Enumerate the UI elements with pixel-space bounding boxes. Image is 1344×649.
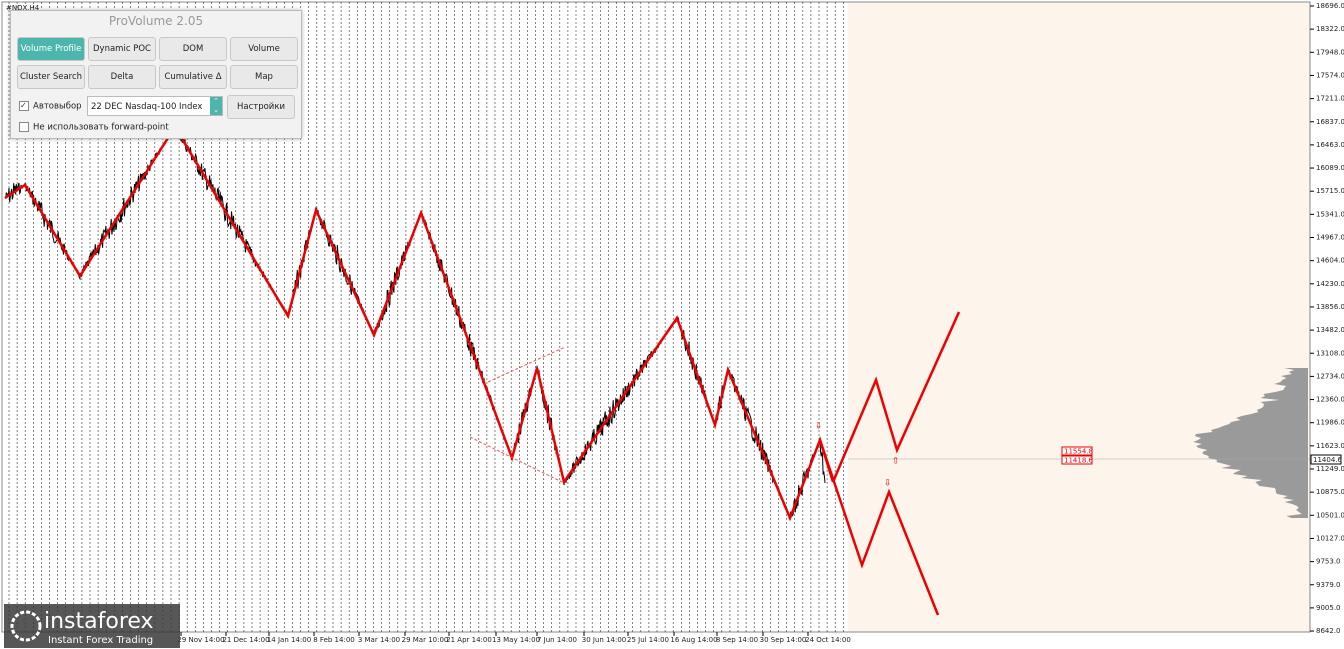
price-label: 14230.0 xyxy=(1316,280,1344,288)
auto-select[interactable]: ✓ Автовыбор xyxy=(19,101,82,112)
price-label: 12360.0 xyxy=(1316,396,1344,404)
mode-button[interactable]: Map xyxy=(230,65,298,89)
provolume-panel: ProVolume 2.05 Volume Profile Dynamic POC… xyxy=(10,10,302,139)
price-label: 14604.0 xyxy=(1316,257,1344,265)
price-label: 13482.0 xyxy=(1316,326,1344,334)
price-label: 9005.0 xyxy=(1316,604,1341,612)
price-label: 14967.0 xyxy=(1316,234,1344,242)
arrow-up: ⇧ xyxy=(892,457,900,467)
time-label: 30 Sep 14:00 xyxy=(760,636,807,644)
time-label: 14 Jan 14:00 xyxy=(267,636,311,644)
mode-button[interactable]: Volume xyxy=(230,37,298,61)
time-label: 21 Apr 14:00 xyxy=(446,636,492,644)
symbol-label: #NDX,H4 xyxy=(6,4,40,12)
watermark-bg xyxy=(4,604,180,648)
volume-profile xyxy=(1193,368,1308,518)
time-label: 25 Jul 14:00 xyxy=(627,636,669,644)
price-label: 18322.0 xyxy=(1316,25,1344,33)
current-price-box xyxy=(1310,454,1342,465)
price-label: 11986.0 xyxy=(1316,419,1344,427)
time-label: 30 Jun 14:00 xyxy=(582,636,626,644)
price-label: 9379.0 xyxy=(1316,581,1341,589)
time-label: 29 Nov 14:00 xyxy=(177,636,224,644)
mode-button[interactable]: Dynamic POC xyxy=(88,37,156,61)
time-label: 16 Aug 14:00 xyxy=(670,636,717,644)
price-label: 8642.0 xyxy=(1316,627,1341,635)
watermark-slogan: Instant Forex Trading xyxy=(48,635,153,646)
time-label: 7 Jun 14:00 xyxy=(537,636,577,644)
price-label: 17948.0 xyxy=(1316,48,1344,56)
time-label: 8 Sep 14:00 xyxy=(716,636,758,644)
price-label: 11623.0 xyxy=(1316,442,1344,450)
current-price: 11404.6 xyxy=(1313,456,1342,464)
price-label: 16837.0 xyxy=(1316,118,1344,126)
price-label: 10501.0 xyxy=(1316,511,1344,519)
mode-button[interactable]: Cumulative Δ xyxy=(159,65,227,89)
price-label: 15715.0 xyxy=(1316,187,1344,195)
mode-button[interactable]: Delta xyxy=(88,65,156,89)
price-label: 18696.0 xyxy=(1316,2,1344,10)
watermark-brand: instaforex xyxy=(44,609,154,634)
projection-down xyxy=(818,439,940,616)
arrow-down: ⇩ xyxy=(884,479,892,489)
instrument-select[interactable]: 22 DEC Nasdaq-100 Index ⌃ ⌄ xyxy=(87,96,223,116)
channel-line xyxy=(469,436,563,483)
time-label: 8 Feb 14:00 xyxy=(313,636,354,644)
level-box xyxy=(1061,455,1093,465)
price-label: 16089.0 xyxy=(1316,164,1344,172)
price-label: 13856.0 xyxy=(1316,303,1344,311)
price-label: 16463.0 xyxy=(1316,141,1344,149)
time-label: 13 May 14:00 xyxy=(492,636,540,644)
arrow-down: ⇩ xyxy=(815,422,823,432)
settings-button[interactable]: Настройки xyxy=(227,95,295,119)
panel-title: ProVolume 2.05 xyxy=(108,14,204,28)
instrument-text: 22 DEC Nasdaq-100 Index xyxy=(91,102,203,112)
price-label: 17574.0 xyxy=(1316,71,1344,79)
level-label: 11418.6 xyxy=(1064,457,1093,465)
price-label: 10127.0 xyxy=(1316,534,1344,542)
plot-frame xyxy=(1,1,1311,633)
price-label: 17211.0 xyxy=(1316,95,1344,103)
price-label: 12734.0 xyxy=(1316,372,1344,380)
price-label: 9753.0 xyxy=(1316,558,1341,566)
time-label: 24 Oct 14:00 xyxy=(805,636,851,644)
level-label: 11554.8 xyxy=(1064,448,1093,456)
forward-point[interactable]: Не использовать forward-point xyxy=(19,122,169,133)
select-arrows: ⌃ ⌄ xyxy=(210,97,222,115)
time-label: 21 Dec 14:00 xyxy=(222,636,269,644)
auto-select-label: Автовыбор xyxy=(33,101,82,112)
price-label: 11249.0 xyxy=(1316,465,1344,473)
mode-button[interactable]: Cluster Search xyxy=(17,65,85,89)
watermark-logo xyxy=(10,610,42,642)
mode-button[interactable]: Volume Profile xyxy=(17,37,85,61)
time-label: 3 Mar 14:00 xyxy=(358,636,400,644)
price-label: 10875.0 xyxy=(1316,488,1344,496)
price-label: 15341.0 xyxy=(1316,210,1344,218)
mode-button[interactable]: DOM xyxy=(159,37,227,61)
projection-up xyxy=(831,311,961,483)
forward-point-label: Не использовать forward-point xyxy=(33,122,169,133)
channel-line xyxy=(487,346,566,383)
level-box xyxy=(1061,446,1093,456)
time-label: 29 Mar 10:00 xyxy=(402,636,449,644)
price-label: 13108.0 xyxy=(1316,349,1344,357)
future-area xyxy=(848,2,1310,632)
